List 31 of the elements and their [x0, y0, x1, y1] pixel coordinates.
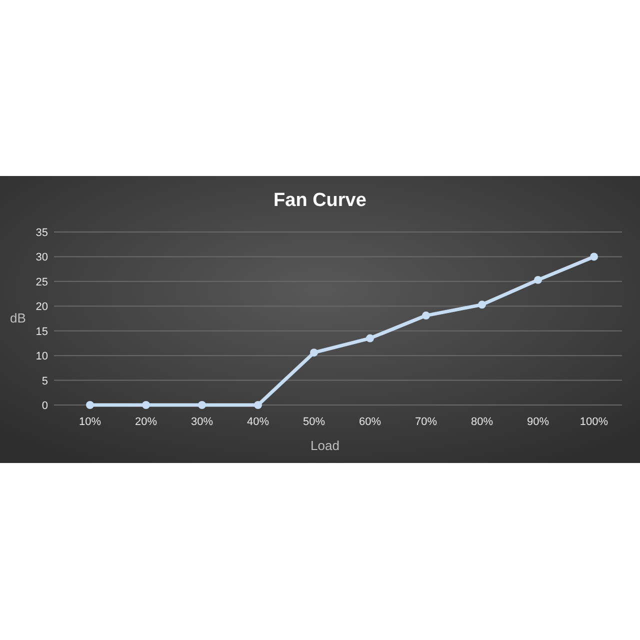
x-tick-label: 20% — [134, 416, 158, 428]
y-tick-label: 5 — [42, 375, 48, 388]
y-axis-title: dB — [10, 310, 26, 326]
point — [142, 401, 150, 409]
point — [422, 312, 430, 320]
point — [254, 401, 262, 409]
x-tick-label: 70% — [414, 416, 438, 428]
y-tick-label: 30 — [36, 252, 48, 264]
x-tick-label: 90% — [526, 416, 550, 428]
y-tick-label: 15 — [36, 326, 48, 338]
y-tick-label: 0 — [42, 400, 48, 412]
x-tick-label: 60% — [358, 416, 382, 428]
point — [86, 401, 94, 409]
x-axis-title: Load — [310, 438, 340, 453]
x-tick-label: 40% — [246, 416, 270, 428]
y-tick-label: 10 — [36, 350, 48, 363]
x-tick-label: 80% — [470, 416, 494, 428]
x-tick-label: 100% — [580, 416, 608, 428]
point — [366, 334, 374, 342]
point — [534, 276, 542, 284]
y-tick-label: 35 — [36, 227, 48, 239]
y-tick-label: 25 — [36, 276, 48, 288]
chart-title: Fan Curve — [274, 190, 366, 211]
x-tick-label: 30% — [190, 416, 214, 428]
x-tick-label: 10% — [78, 416, 102, 428]
y-tick-label: 20 — [36, 301, 48, 314]
point — [590, 252, 598, 261]
x-tick-label: 50% — [302, 416, 326, 428]
point — [198, 401, 206, 409]
point — [478, 300, 486, 309]
point — [310, 348, 318, 357]
